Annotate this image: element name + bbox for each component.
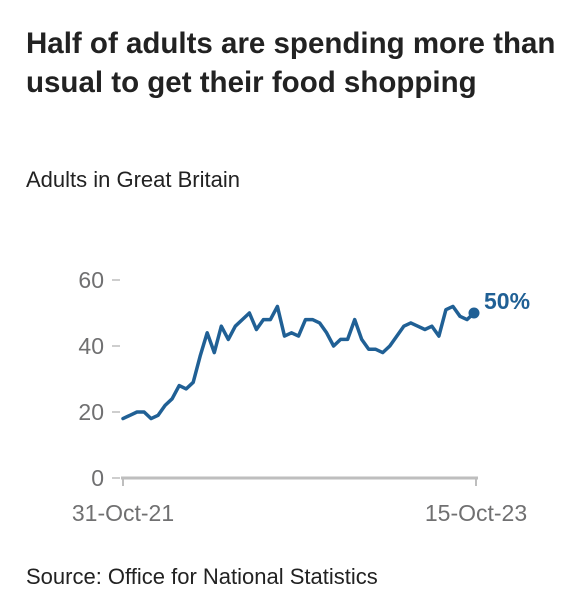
x-tick-label-start: 31-Oct-21 <box>72 500 174 526</box>
y-tick-label-0: 0 <box>91 465 104 491</box>
chart-title: Half of adults are spending more than us… <box>26 27 556 99</box>
x-tick-label-end: 15-Oct-23 <box>425 500 527 526</box>
source-note: Source: Office for National Statistics <box>26 564 378 589</box>
end-value-label: 50% <box>484 288 530 314</box>
y-axis: 60 40 20 0 <box>78 267 120 491</box>
end-point-marker <box>468 307 480 319</box>
y-tick-label-40: 40 <box>78 333 104 359</box>
y-tick-label-20: 20 <box>78 399 104 425</box>
x-axis: 31-Oct-21 15-Oct-23 <box>72 476 527 526</box>
series-line <box>121 304 476 421</box>
line-chart: 60 40 20 0 31-Oct-21 15-Oct-23 50% <box>72 267 530 526</box>
y-tick-label-60: 60 <box>78 267 104 293</box>
chart-subtitle: Adults in Great Britain <box>26 167 240 192</box>
